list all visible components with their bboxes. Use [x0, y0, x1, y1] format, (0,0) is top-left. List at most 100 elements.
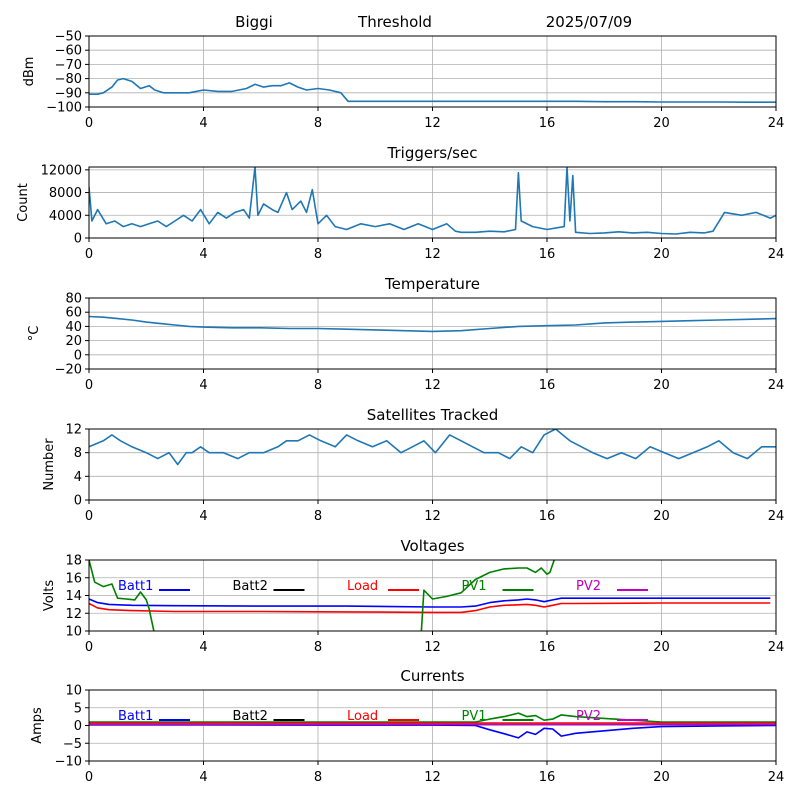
legend-label-batt1: Batt1 [118, 709, 153, 724]
y-tick-label: 8 [74, 446, 82, 461]
y-tick-label: 5 [74, 701, 82, 716]
x-tick-label: 12 [424, 509, 441, 524]
x-tick-label: 4 [199, 116, 207, 131]
legend-label-batt2: Batt2 [233, 579, 268, 594]
x-tick-label: 0 [85, 509, 93, 524]
y-axis-label: dBm [22, 57, 37, 87]
x-tick-label: 4 [199, 247, 207, 262]
legend-label-batt1: Batt1 [118, 579, 153, 594]
legend-label-load: Load [347, 709, 378, 724]
x-tick-label: 16 [539, 640, 556, 655]
x-tick-label: 20 [653, 247, 670, 262]
y-tick-label: 60 [65, 306, 82, 321]
x-tick-label: 0 [85, 247, 93, 262]
y-tick-label: −70 [55, 58, 82, 73]
y-tick-label: 10 [65, 684, 82, 699]
x-tick-label: 16 [539, 509, 556, 524]
header-label: Threshold [357, 13, 432, 31]
legend: Batt1 Batt2 Load PV1 PV2 [118, 709, 648, 724]
figure-header: Biggi Threshold 2025/07/09 [235, 13, 632, 31]
y-tick-label: 8000 [49, 186, 82, 201]
y-axis-label: Number [42, 438, 57, 491]
y-axis-label: Count [16, 183, 31, 222]
x-tick-label: 4 [199, 378, 207, 393]
y-tick-label: 12000 [41, 163, 82, 178]
y-tick-label: 12 [65, 607, 82, 622]
y-tick-label: 16 [65, 571, 82, 586]
y-axis-label: Amps [30, 707, 45, 744]
x-tick-label: 12 [424, 640, 441, 655]
chart-title: Satellites Tracked [367, 406, 498, 424]
y-axis-label: Volts [42, 580, 57, 612]
x-tick-label: 12 [424, 378, 441, 393]
tick-labels: 0 4 8 12 16 20 24 0 4 8 12 [65, 423, 784, 525]
y-tick-label: 20 [65, 334, 82, 349]
series-line-batt1 [89, 597, 771, 608]
x-tick-label: 12 [424, 247, 441, 262]
series-line-load [89, 602, 771, 614]
grid [88, 35, 777, 108]
x-tick-label: 4 [199, 509, 207, 524]
header-station: Biggi [235, 13, 273, 31]
y-tick-label: 0 [74, 348, 82, 363]
grid [88, 167, 777, 239]
series-line-pv1 [89, 560, 555, 631]
y-tick-label: −50 [55, 30, 82, 45]
y-tick-label: 4 [74, 470, 82, 485]
x-tick-label: 0 [85, 770, 93, 785]
x-tick-label: 20 [653, 378, 670, 393]
x-tick-label: 8 [314, 378, 322, 393]
x-tick-label: 16 [539, 770, 556, 785]
grid [88, 428, 777, 501]
series-line-main [89, 77, 776, 103]
x-tick-label: 12 [424, 116, 441, 131]
y-tick-label: −5 [63, 737, 82, 752]
chart-threshold: 0 4 8 12 16 20 24 −50−60−70−80−90−100 dBm [22, 30, 784, 132]
x-tick-label: 4 [199, 640, 207, 655]
y-tick-label: 18 [65, 554, 82, 569]
x-tick-label: 20 [653, 640, 670, 655]
x-tick-label: 8 [314, 770, 322, 785]
series-group [89, 560, 771, 631]
chart-triggers: 0 4 8 12 16 20 24 0 4000 8000 12000 Triggers/sec Cou… [16, 144, 784, 262]
header-date: 2025/07/09 [546, 13, 632, 31]
series-group [89, 77, 776, 103]
y-tick-label: 0 [74, 494, 82, 509]
x-tick-label: 24 [768, 640, 785, 655]
chart-title: Voltages [400, 537, 464, 555]
legend-label-pv1: PV1 [462, 579, 487, 594]
x-tick-label: 24 [768, 378, 785, 393]
series-line-main [89, 315, 776, 333]
chart-satellites: 0 4 8 12 16 20 24 0 4 8 12 Satellites Tracked Number [42, 406, 784, 524]
x-tick-label: 0 [85, 116, 93, 131]
x-tick-label: 4 [199, 770, 207, 785]
y-tick-label: −60 [55, 44, 82, 59]
y-tick-label: 14 [65, 589, 82, 604]
legend-label-pv1: PV1 [462, 709, 487, 724]
x-tick-label: 24 [768, 509, 785, 524]
y-tick-label: 4000 [49, 209, 82, 224]
chart-title: Triggers/sec [387, 144, 478, 162]
x-tick-label: 24 [768, 116, 785, 131]
x-tick-label: 8 [314, 247, 322, 262]
grid [88, 297, 777, 370]
series-group [89, 429, 776, 466]
y-axis-label: °C [27, 326, 42, 342]
y-tick-label: 12 [65, 423, 82, 438]
y-tick-label: 0 [74, 232, 82, 247]
chart-title: Temperature [384, 275, 480, 293]
legend-label-load: Load [347, 579, 378, 594]
legend-label-pv2: PV2 [576, 579, 601, 594]
x-tick-label: 20 [653, 770, 670, 785]
y-tick-label: 10 [65, 625, 82, 640]
y-tick-label: −80 [55, 72, 82, 87]
tick-labels: 0 4 8 12 16 20 24 −10 −5 0 5 10 [55, 684, 785, 786]
tick-labels: 0 4 8 12 16 20 24 10 12 14 16 18 [65, 554, 784, 656]
x-tick-label: 8 [314, 640, 322, 655]
y-tick-label: −100 [46, 101, 82, 116]
legend-label-pv2: PV2 [576, 709, 601, 724]
